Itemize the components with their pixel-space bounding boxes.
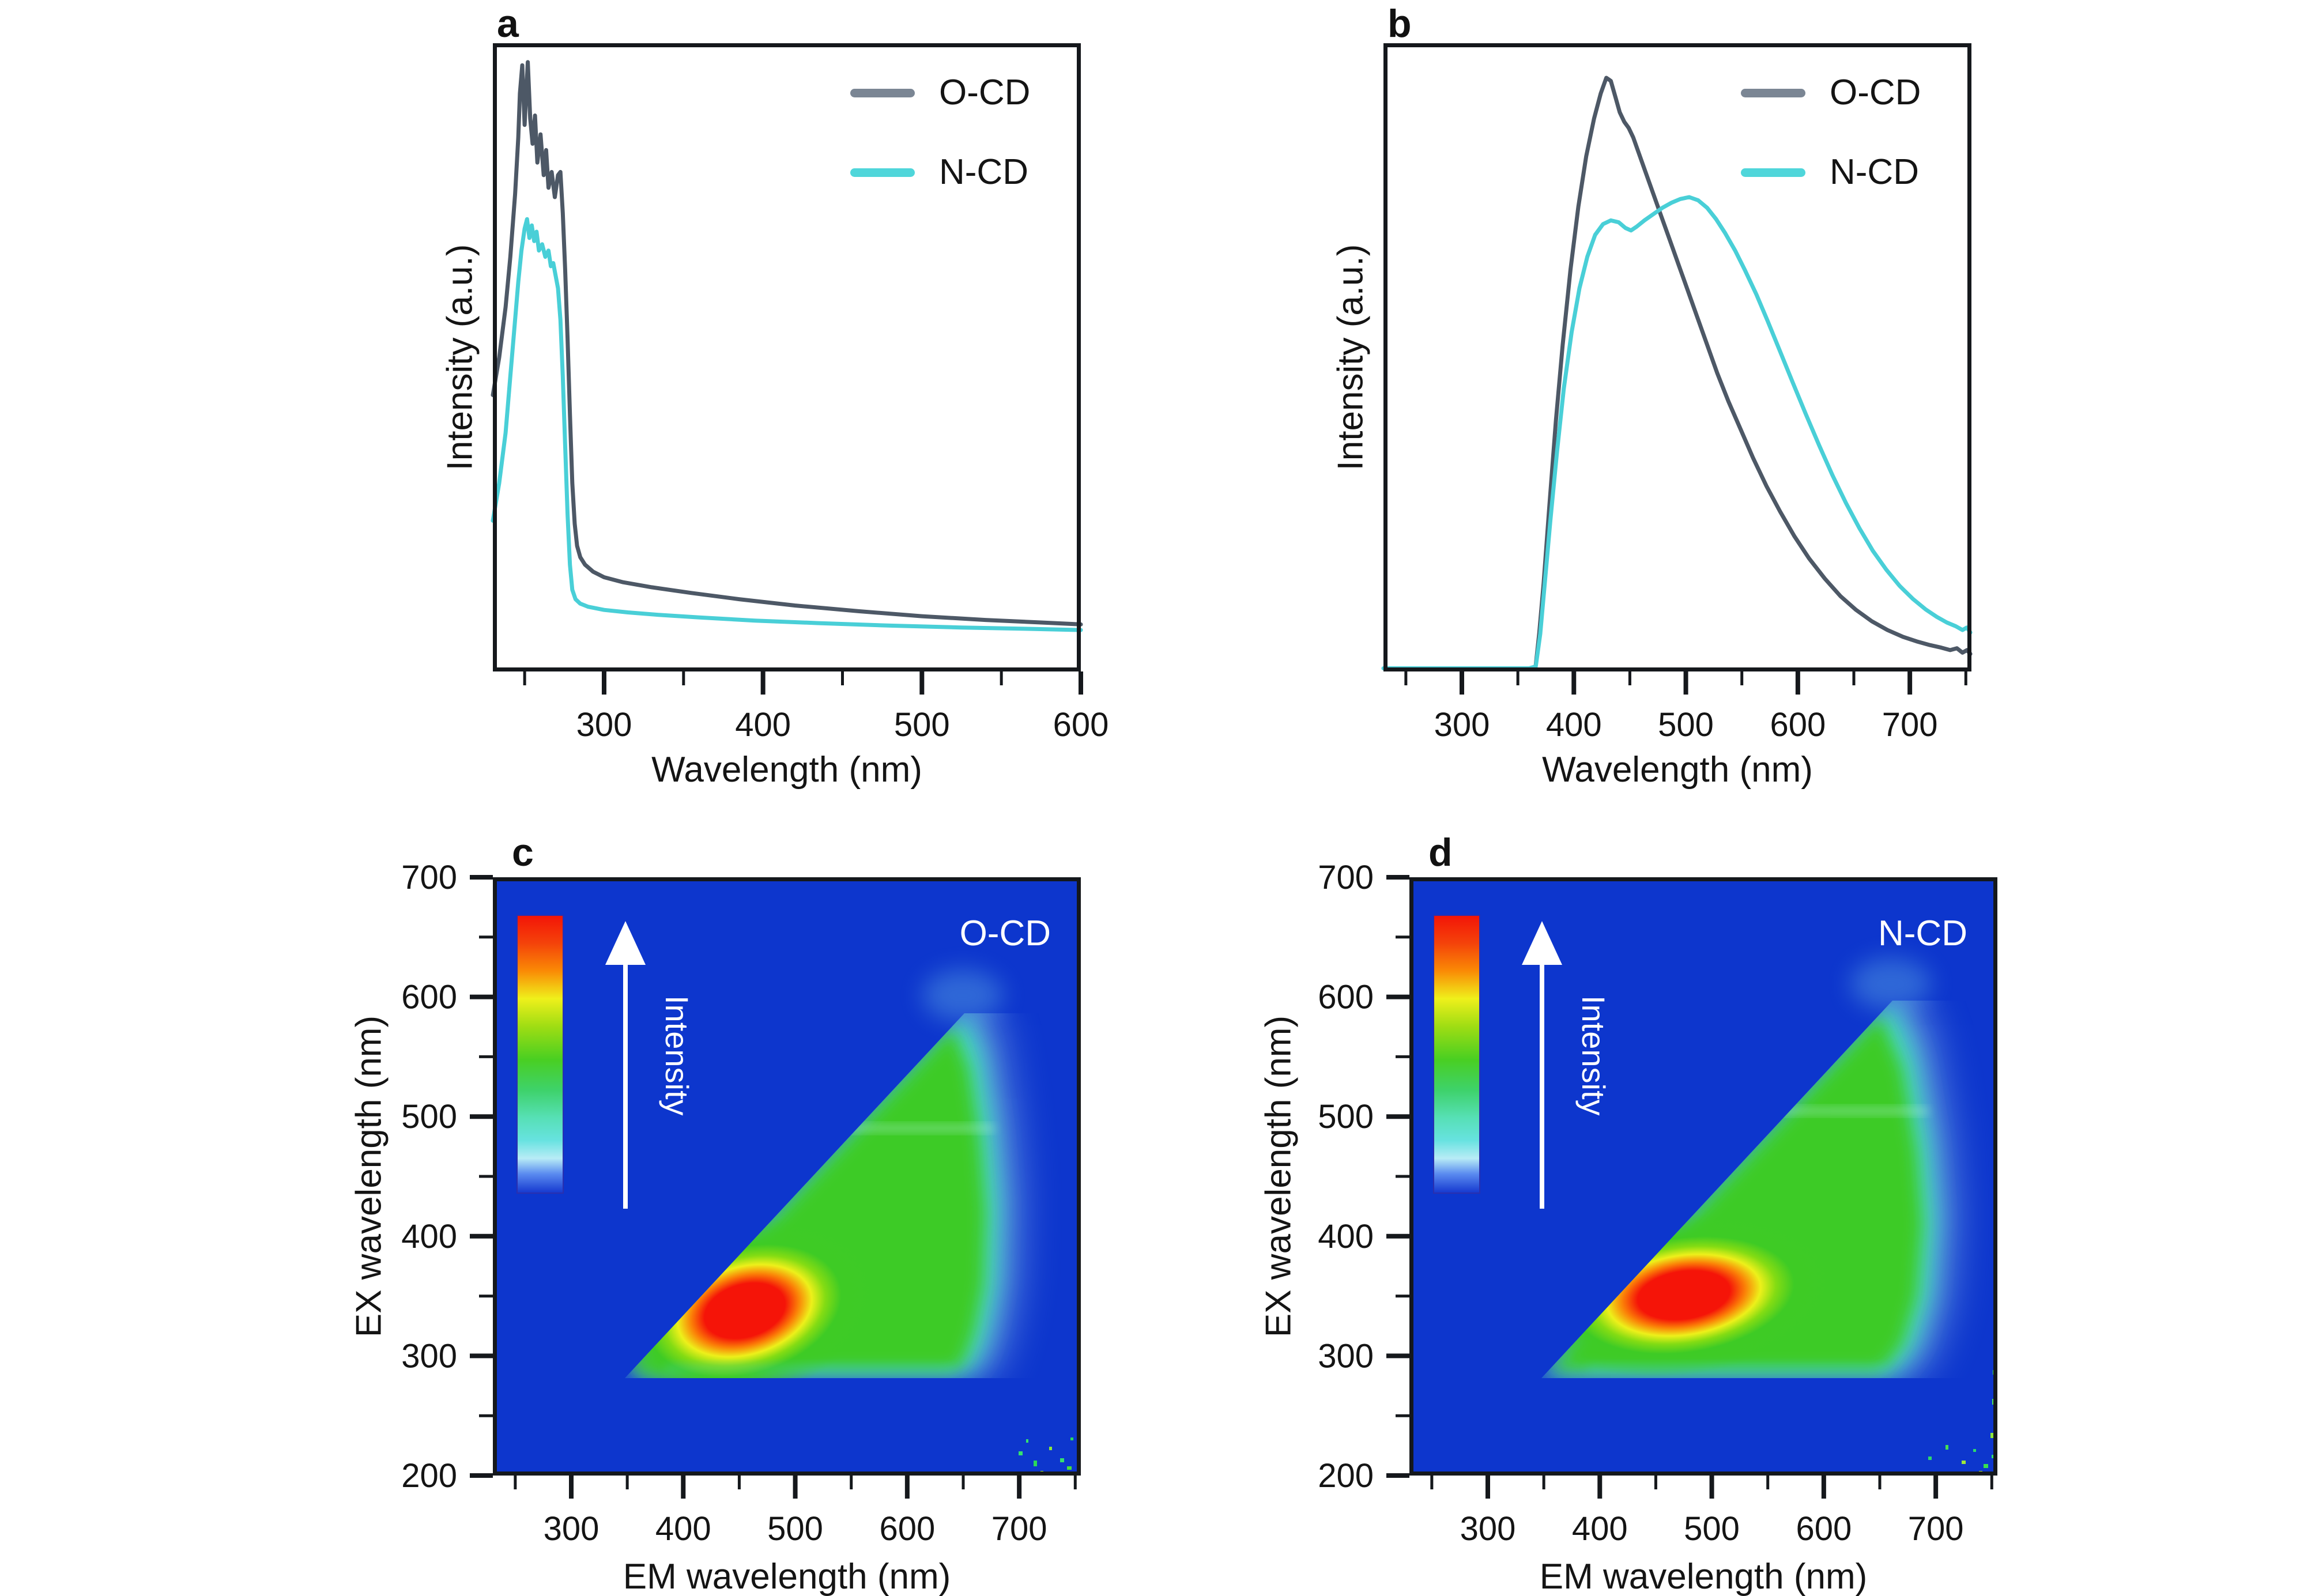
intensity-arrow-head-icon xyxy=(605,921,646,965)
panel-a-x-axis-title: Wavelength (nm) xyxy=(651,750,922,790)
legend-item-ncd: N-CD xyxy=(850,154,1028,190)
y-tick-label: 500 xyxy=(401,1098,457,1135)
y-tick-label: 400 xyxy=(401,1218,457,1255)
x-tick-label: 500 xyxy=(767,1510,823,1548)
panel-b-x-axis-title: Wavelength (nm) xyxy=(1542,750,1813,790)
x-tick-label: 300 xyxy=(1434,706,1490,744)
legend-label-ncd: N-CD xyxy=(1830,152,1919,192)
panel-a-y-axis-title: Intensity (a.u.) xyxy=(440,244,480,471)
ncd-line-swatch xyxy=(1741,168,1805,177)
x-tick-label: 700 xyxy=(1882,706,1938,744)
x-tick-label: 500 xyxy=(1658,706,1714,744)
x-tick-label: 400 xyxy=(655,1510,711,1548)
y-tick-label: 200 xyxy=(1318,1457,1374,1495)
y-tick-label: 600 xyxy=(1318,979,1374,1016)
y-axis-ticks: 200 300 400 500 600 700 xyxy=(401,859,493,1495)
x-tick-label: 600 xyxy=(1770,706,1826,744)
panel-c-eem-heatmap-ocd: Intensity O-CD 300 400 500 600 700 200 300 400… xyxy=(401,859,1081,1548)
panel-b-emission-chart: 300 400 500 600 700 xyxy=(1381,43,1973,744)
y-tick-label: 700 xyxy=(401,859,457,896)
legend-label-ncd: N-CD xyxy=(939,152,1028,192)
panel-letter-c: c xyxy=(512,831,534,874)
x-tick-label: 500 xyxy=(894,706,950,744)
y-axis-ticks: 200 300 400 500 600 700 xyxy=(1318,859,1409,1495)
plot-frame xyxy=(493,43,1081,671)
panel-d-y-axis-title: EX wavelength (nm) xyxy=(1258,1015,1299,1338)
intensity-arrow-head-icon xyxy=(1522,921,1562,965)
plot-frame xyxy=(1383,43,1971,671)
o-cd-curve xyxy=(491,60,1083,627)
y-tick-label: 400 xyxy=(1318,1218,1374,1255)
x-tick-label: 300 xyxy=(1460,1510,1516,1548)
panel-d-eem-heatmap-ncd: Intensity N-CD 300 400 500 600 700 200 300 400… xyxy=(1318,859,1997,1548)
x-tick-label: 400 xyxy=(1546,706,1602,744)
legend-label-ocd: O-CD xyxy=(939,73,1031,112)
x-tick-label: 600 xyxy=(1796,1510,1852,1548)
panel-b-y-axis-title: Intensity (a.u.) xyxy=(1330,244,1371,471)
colorbar-gradient xyxy=(516,915,564,1194)
scatter-band xyxy=(666,1364,954,1372)
emission-fan xyxy=(625,1013,1020,1378)
sample-label: N-CD xyxy=(1878,914,1967,953)
scatter-band xyxy=(1588,1364,1888,1372)
colorbar-label: Intensity xyxy=(1575,995,1612,1116)
y-tick-label: 500 xyxy=(1318,1098,1374,1135)
y-tick-label: 300 xyxy=(1318,1337,1374,1375)
x-tick-label: 300 xyxy=(544,1510,600,1548)
legend-item-ocd: O-CD xyxy=(1741,75,1921,111)
y-tick-label: 700 xyxy=(1318,859,1374,896)
legend-label-ocd: O-CD xyxy=(1830,73,1921,112)
n-cd-curve xyxy=(491,217,1083,632)
colorbar: Intensity xyxy=(516,915,695,1209)
panel-letter-b: b xyxy=(1388,2,1412,46)
ocd-line-swatch xyxy=(1741,88,1805,97)
panel-c-x-axis-title: EM wavelength (nm) xyxy=(623,1557,951,1596)
legend-item-ncd: N-CD xyxy=(1741,154,1919,190)
y-tick-label: 600 xyxy=(401,979,457,1016)
x-tick-label: 300 xyxy=(576,706,632,744)
x-tick-label: 700 xyxy=(991,1510,1047,1548)
emission-fan xyxy=(1541,1001,1956,1378)
x-tick-label: 600 xyxy=(879,1510,935,1548)
colorbar-label: Intensity xyxy=(659,995,695,1116)
n-cd-curve xyxy=(1381,195,1973,670)
sample-label: O-CD xyxy=(960,914,1051,953)
plot-frame xyxy=(1409,877,1997,1476)
x-axis-ticks: 300 400 500 600 700 xyxy=(514,1476,1077,1548)
panel-letter-d: d xyxy=(1428,831,1453,874)
panel-a-absorption-chart: 300 400 500 600 xyxy=(491,43,1109,744)
x-tick-label: 400 xyxy=(735,706,791,744)
diagonal-tip-haze xyxy=(922,969,1003,1021)
diagonal-tip-haze xyxy=(1850,958,1931,1010)
x-axis-ticks: 300 400 500 600 700 xyxy=(1404,671,1967,744)
curves xyxy=(1381,76,1973,670)
x-tick-label: 400 xyxy=(1572,1510,1628,1548)
ocd-line-swatch xyxy=(850,88,915,97)
plot-frame xyxy=(493,877,1081,1476)
x-tick-label: 500 xyxy=(1684,1510,1740,1548)
panel-letter-a: a xyxy=(497,2,519,46)
x-tick-label: 600 xyxy=(1053,706,1109,744)
y-tick-label: 300 xyxy=(401,1337,457,1375)
horizontal-streak xyxy=(1767,1108,1928,1114)
legend-item-ocd: O-CD xyxy=(850,75,1030,111)
horizontal-streak xyxy=(839,1125,994,1131)
ncd-line-swatch xyxy=(850,168,915,177)
curves xyxy=(491,60,1083,632)
x-tick-label: 700 xyxy=(1908,1510,1964,1548)
colorbar-gradient xyxy=(1433,915,1480,1194)
panel-c-y-axis-title: EX wavelength (nm) xyxy=(349,1015,389,1338)
o-cd-curve xyxy=(1533,76,1973,667)
x-axis-ticks: 300 400 500 600 700 xyxy=(1430,1476,1993,1548)
x-axis-ticks: 300 400 500 600 xyxy=(523,671,1109,744)
panel-d-x-axis-title: EM wavelength (nm) xyxy=(1539,1557,1868,1596)
y-tick-label: 200 xyxy=(401,1457,457,1495)
colorbar: Intensity xyxy=(1433,915,1612,1209)
